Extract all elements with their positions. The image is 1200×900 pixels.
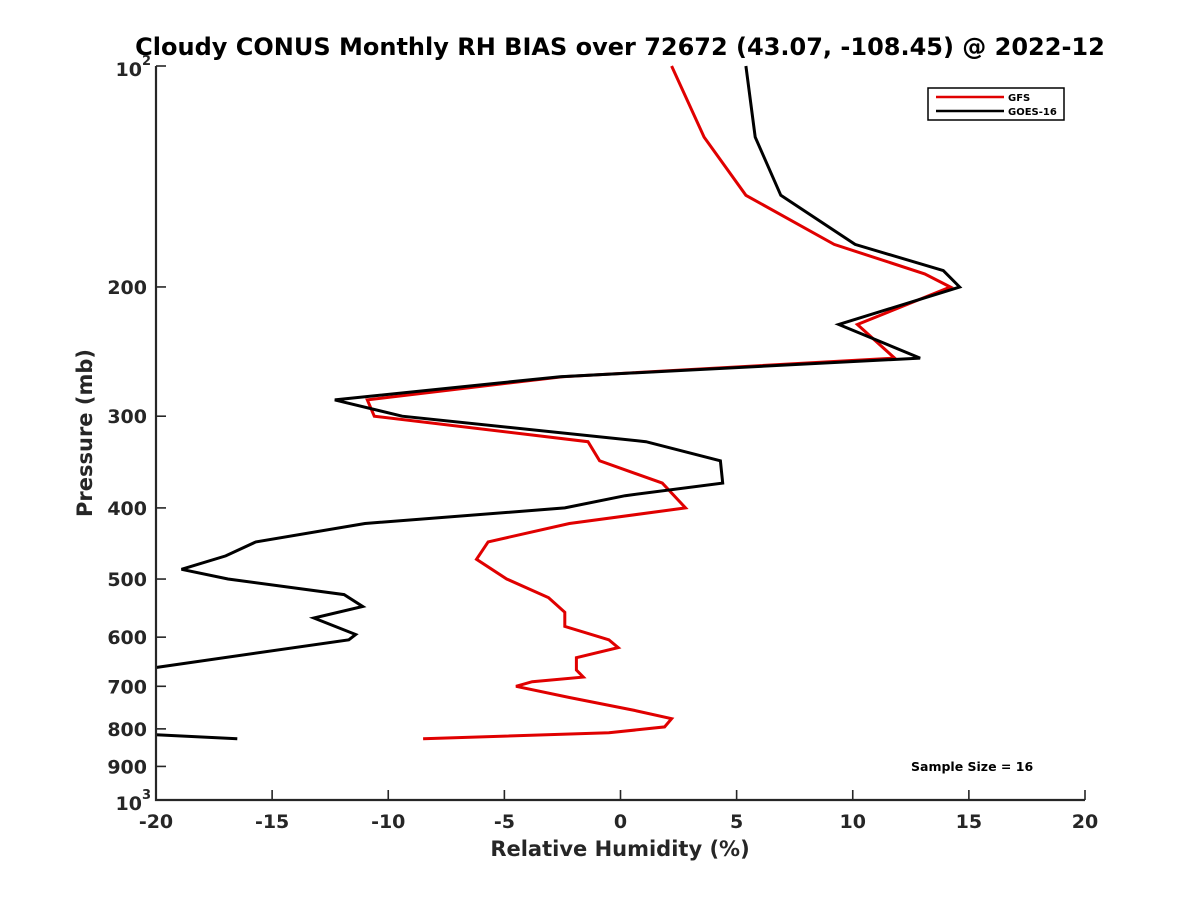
x-tick-label: -15 (255, 811, 289, 833)
y-axis-label: Pressure (mb) (73, 349, 97, 517)
legend-label-gfs: GFS (1008, 93, 1030, 104)
y-tick-exponent: 2 (142, 54, 151, 69)
chart-title: Cloudy CONUS Monthly RH BIAS over 72672 … (135, 33, 1105, 61)
series-group (155, 65, 963, 741)
x-tick-label: 15 (956, 811, 982, 833)
y-tick-label: 900 (107, 756, 147, 778)
x-tick-label: -10 (371, 811, 405, 833)
x-tick-label: -5 (494, 811, 515, 833)
x-axis-label: Relative Humidity (%) (490, 837, 749, 861)
y-tick-label: 600 (107, 627, 147, 649)
y-tick-label: 500 (107, 569, 147, 591)
series-line-gfs (365, 65, 954, 741)
series-segment-goes-16 (155, 733, 238, 741)
y-tick-exponent: 3 (142, 788, 151, 803)
y-tick-label: 700 (107, 676, 147, 698)
x-tick-label: -20 (139, 811, 173, 833)
y-tick-label: 10 (116, 793, 142, 815)
y-tick-label: 800 (107, 719, 147, 741)
legend-box (927, 87, 1065, 121)
y-tick-label: 300 (107, 406, 147, 428)
x-tick-label: 0 (614, 811, 627, 833)
y-tick-label: 10 (116, 59, 142, 81)
axis-frame (154, 66, 1085, 802)
x-tick-label: 10 (840, 811, 866, 833)
x-axis-ticks: -20 -15 -10 -5 0 5 10 15 20 (139, 790, 1098, 833)
y-tick-label: 400 (107, 498, 147, 520)
sample-size-annotation: Sample Size = 16 (911, 759, 1033, 774)
legend: GFS GOES-16 (927, 87, 1065, 121)
x-tick-label: 20 (1072, 811, 1098, 833)
series-line-goes-16 (155, 65, 963, 669)
x-tick-label: 5 (730, 811, 743, 833)
legend-label-goes-16: GOES-16 (1008, 107, 1057, 118)
y-tick-label: 200 (107, 277, 147, 299)
